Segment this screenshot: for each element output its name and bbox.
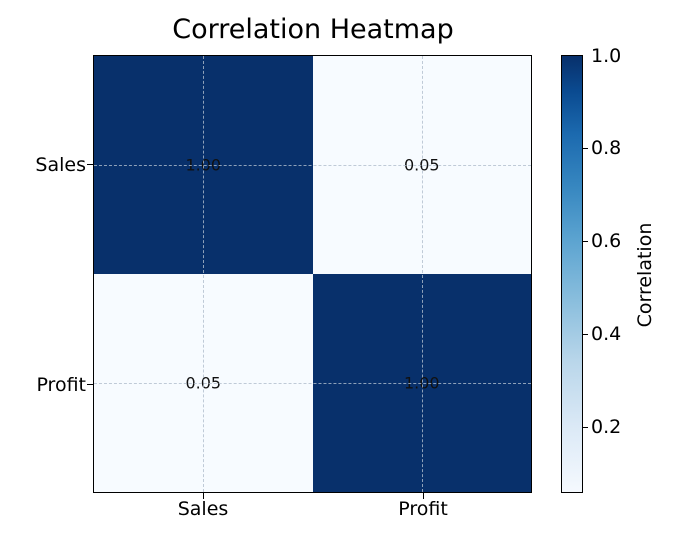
x-tick-label-profit: Profit (398, 498, 448, 520)
gridline-y (94, 383, 531, 384)
colorbar-tick (583, 148, 588, 149)
colorbar-tick (583, 427, 588, 428)
colorbar-title: Correlation (634, 222, 656, 328)
colorbar-tick-label: 0.8 (591, 137, 622, 159)
colorbar-tick (583, 241, 588, 242)
colorbar-tick-label: 0.4 (591, 323, 622, 345)
y-tick (87, 164, 93, 165)
gridline-y (94, 165, 531, 166)
heatmap-plot-area: 1.00 0.05 0.05 1.00 (93, 55, 532, 493)
colorbar-tick (583, 334, 588, 335)
colorbar (561, 55, 583, 493)
gridline-x (421, 56, 423, 492)
gridline-x (203, 56, 205, 492)
x-tick (203, 493, 204, 499)
colorbar-tick-label: 0.2 (591, 416, 622, 438)
y-tick (87, 384, 93, 385)
x-tick (423, 493, 424, 499)
colorbar-tick-label: 1.0 (591, 45, 622, 67)
colorbar-tick-label: 0.6 (591, 230, 622, 252)
x-tick-label-sales: Sales (177, 498, 229, 520)
y-tick-label-profit: Profit (36, 374, 86, 396)
y-tick-label-sales: Sales (35, 154, 86, 176)
chart-title: Correlation Heatmap (172, 14, 454, 45)
